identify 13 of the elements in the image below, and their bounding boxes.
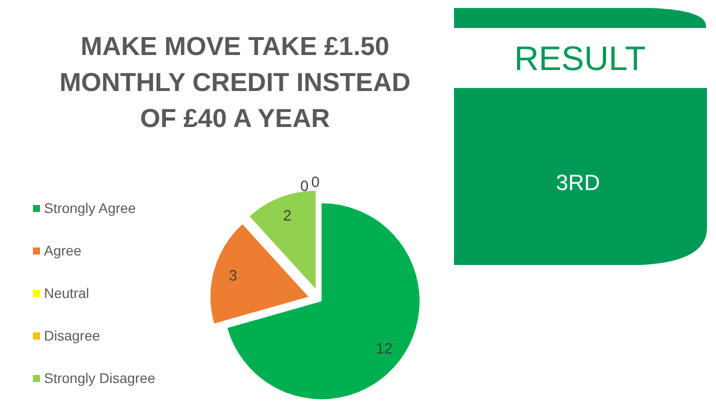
- data-label: 2: [283, 208, 292, 225]
- text: 0: [311, 174, 320, 192]
- data-label: 12: [376, 340, 393, 358]
- legend-label: Strongly Agree: [44, 200, 136, 216]
- text: 0: [300, 178, 309, 196]
- text: RESULT: [514, 40, 646, 78]
- text: 3RD: [556, 170, 600, 195]
- legend-label: Disagree: [44, 328, 100, 344]
- chart-title: MAKE MOVE TAKE £1.50 MONTHLY CREDIT INSTEAD OF £40 A YEAR: [59, 31, 411, 133]
- legend-label: Agree: [44, 242, 82, 258]
- data-label: 3: [228, 267, 238, 284]
- legend-label: Neutral: [44, 285, 90, 301]
- legend-label: Strongly Disagree: [44, 370, 156, 386]
